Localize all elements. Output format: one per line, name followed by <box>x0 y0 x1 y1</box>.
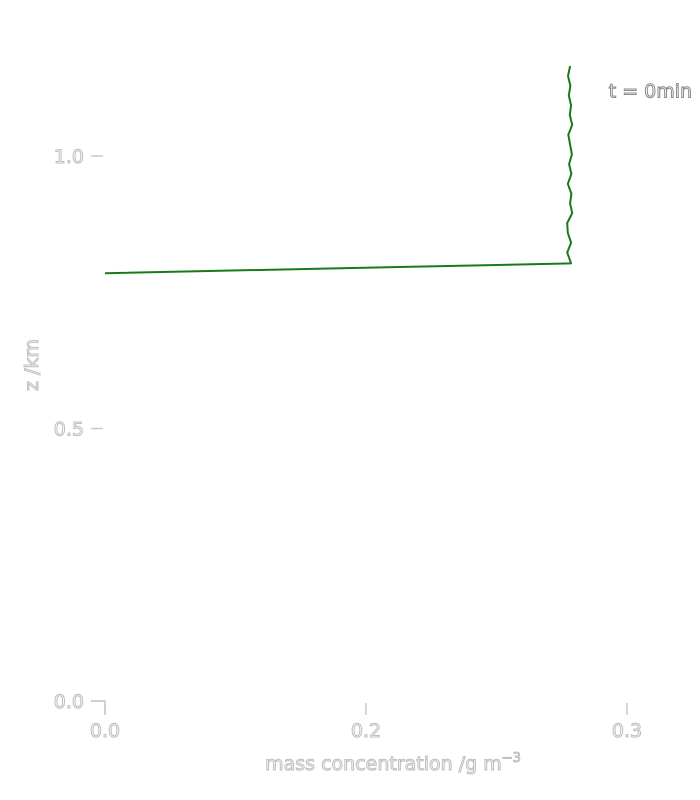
y-axis: 0.0 0.5 1.0 <box>53 146 106 714</box>
y-tick-label: 0.5 <box>54 419 84 441</box>
series-layer <box>104 65 574 275</box>
y-tick-label: 0.0 <box>54 691 84 713</box>
y-axis-label: z /km <box>21 339 43 391</box>
series-line <box>104 65 574 275</box>
x-tick-label: 0.3 <box>612 720 642 742</box>
x-axis: 0.0 0.2 0.3 <box>89 703 643 743</box>
x-tick-label: 0.2 <box>351 720 381 742</box>
annotation-layer: t = 0min <box>608 80 692 103</box>
origin-corner-mark <box>91 700 106 713</box>
y-tick-label: 1.0 <box>54 146 84 168</box>
x-axis-label: mass concentration /g m−3 <box>265 751 521 775</box>
annotation-label: t = 0min <box>609 81 692 103</box>
x-tick-label: 0.0 <box>90 720 120 742</box>
